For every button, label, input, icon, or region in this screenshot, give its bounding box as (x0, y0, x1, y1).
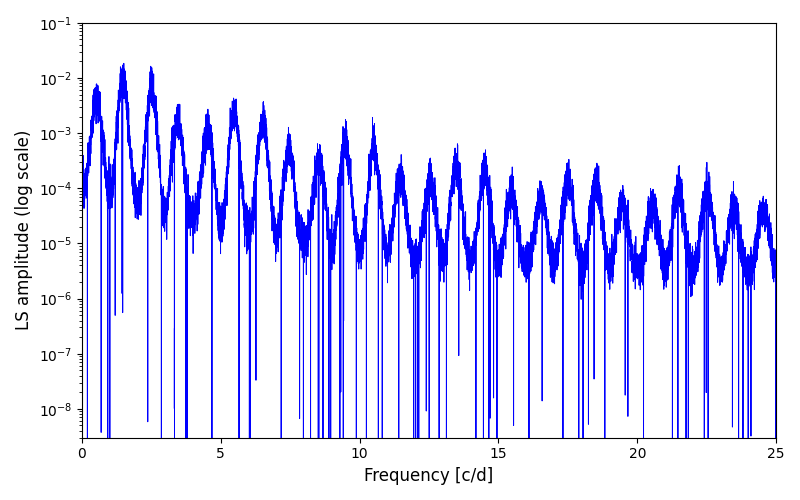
Y-axis label: LS amplitude (log scale): LS amplitude (log scale) (15, 130, 33, 330)
X-axis label: Frequency [c/d]: Frequency [c/d] (364, 467, 494, 485)
